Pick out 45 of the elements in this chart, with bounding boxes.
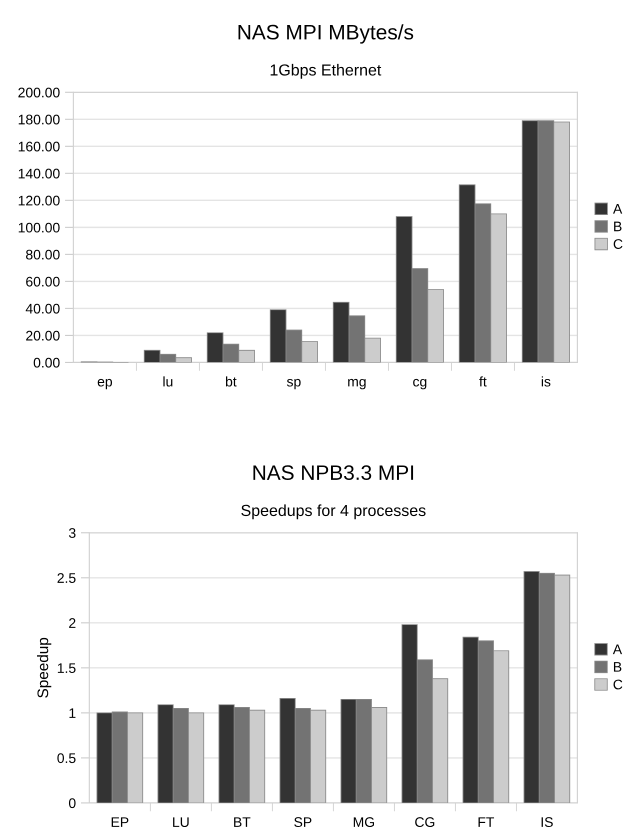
y-axis-title: Speedup (37, 638, 52, 698)
y-tick-label: 80.00 (26, 250, 60, 260)
y-tick-label: 200.00 (18, 88, 60, 98)
y-tick-label: 0 (68, 798, 76, 808)
x-tick-label: mg (348, 378, 366, 390)
y-tick-label: 1.5 (58, 663, 76, 674)
y-tick-label: 3 (68, 528, 76, 538)
y-tick-label: 0.5 (57, 753, 76, 764)
chart-title: NAS MPI MBytes/s (238, 24, 414, 44)
legend-label: A (613, 204, 622, 214)
x-tick-label: lu (163, 376, 172, 387)
x-tick-label: LU (173, 817, 189, 828)
y-tick-label: 100.00 (18, 222, 60, 233)
chart-subtitle: Speedups for 4 processes (241, 504, 426, 520)
legend-label: C (614, 239, 622, 249)
legend-label: B (614, 662, 622, 672)
x-tick-label: SP (294, 817, 312, 828)
y-tick-label: 160.00 (18, 142, 60, 152)
legend-label: A (612, 644, 622, 654)
y-tick-label: 120.00 (18, 196, 60, 206)
y-tick-label: 20.00 (26, 330, 60, 341)
x-tick-label: MG (354, 817, 374, 828)
x-tick-label: ep (98, 378, 112, 390)
y-tick-label: 180.00 (18, 114, 60, 124)
legend-label: C (614, 680, 622, 690)
y-tick-label: 2.5 (58, 573, 76, 583)
x-tick-label: FT (478, 817, 494, 827)
x-tick-label: bt (226, 376, 237, 387)
x-tick-label: EP (112, 817, 128, 827)
x-tick-label: sp (286, 378, 301, 390)
y-tick-label: 0.00 (34, 358, 60, 368)
x-tick-label: IS (542, 817, 553, 828)
chart-title: NAS NPB3.3 MPI (253, 465, 414, 480)
y-tick-label: 2 (69, 618, 76, 628)
x-tick-label: cg (413, 378, 426, 390)
y-tick-label: 140.00 (18, 168, 60, 179)
x-tick-label: is (542, 376, 550, 387)
y-tick-label: 60.00 (26, 276, 60, 287)
x-tick-label: CG (415, 817, 434, 828)
x-tick-label: BT (234, 817, 250, 827)
chart-subtitle: 1Gbps Ethernet (270, 64, 382, 79)
y-tick-label: 1 (69, 708, 76, 718)
legend-label: B (614, 222, 622, 232)
y-tick-label: 40.00 (26, 304, 60, 314)
x-tick-label: ft (479, 376, 487, 387)
